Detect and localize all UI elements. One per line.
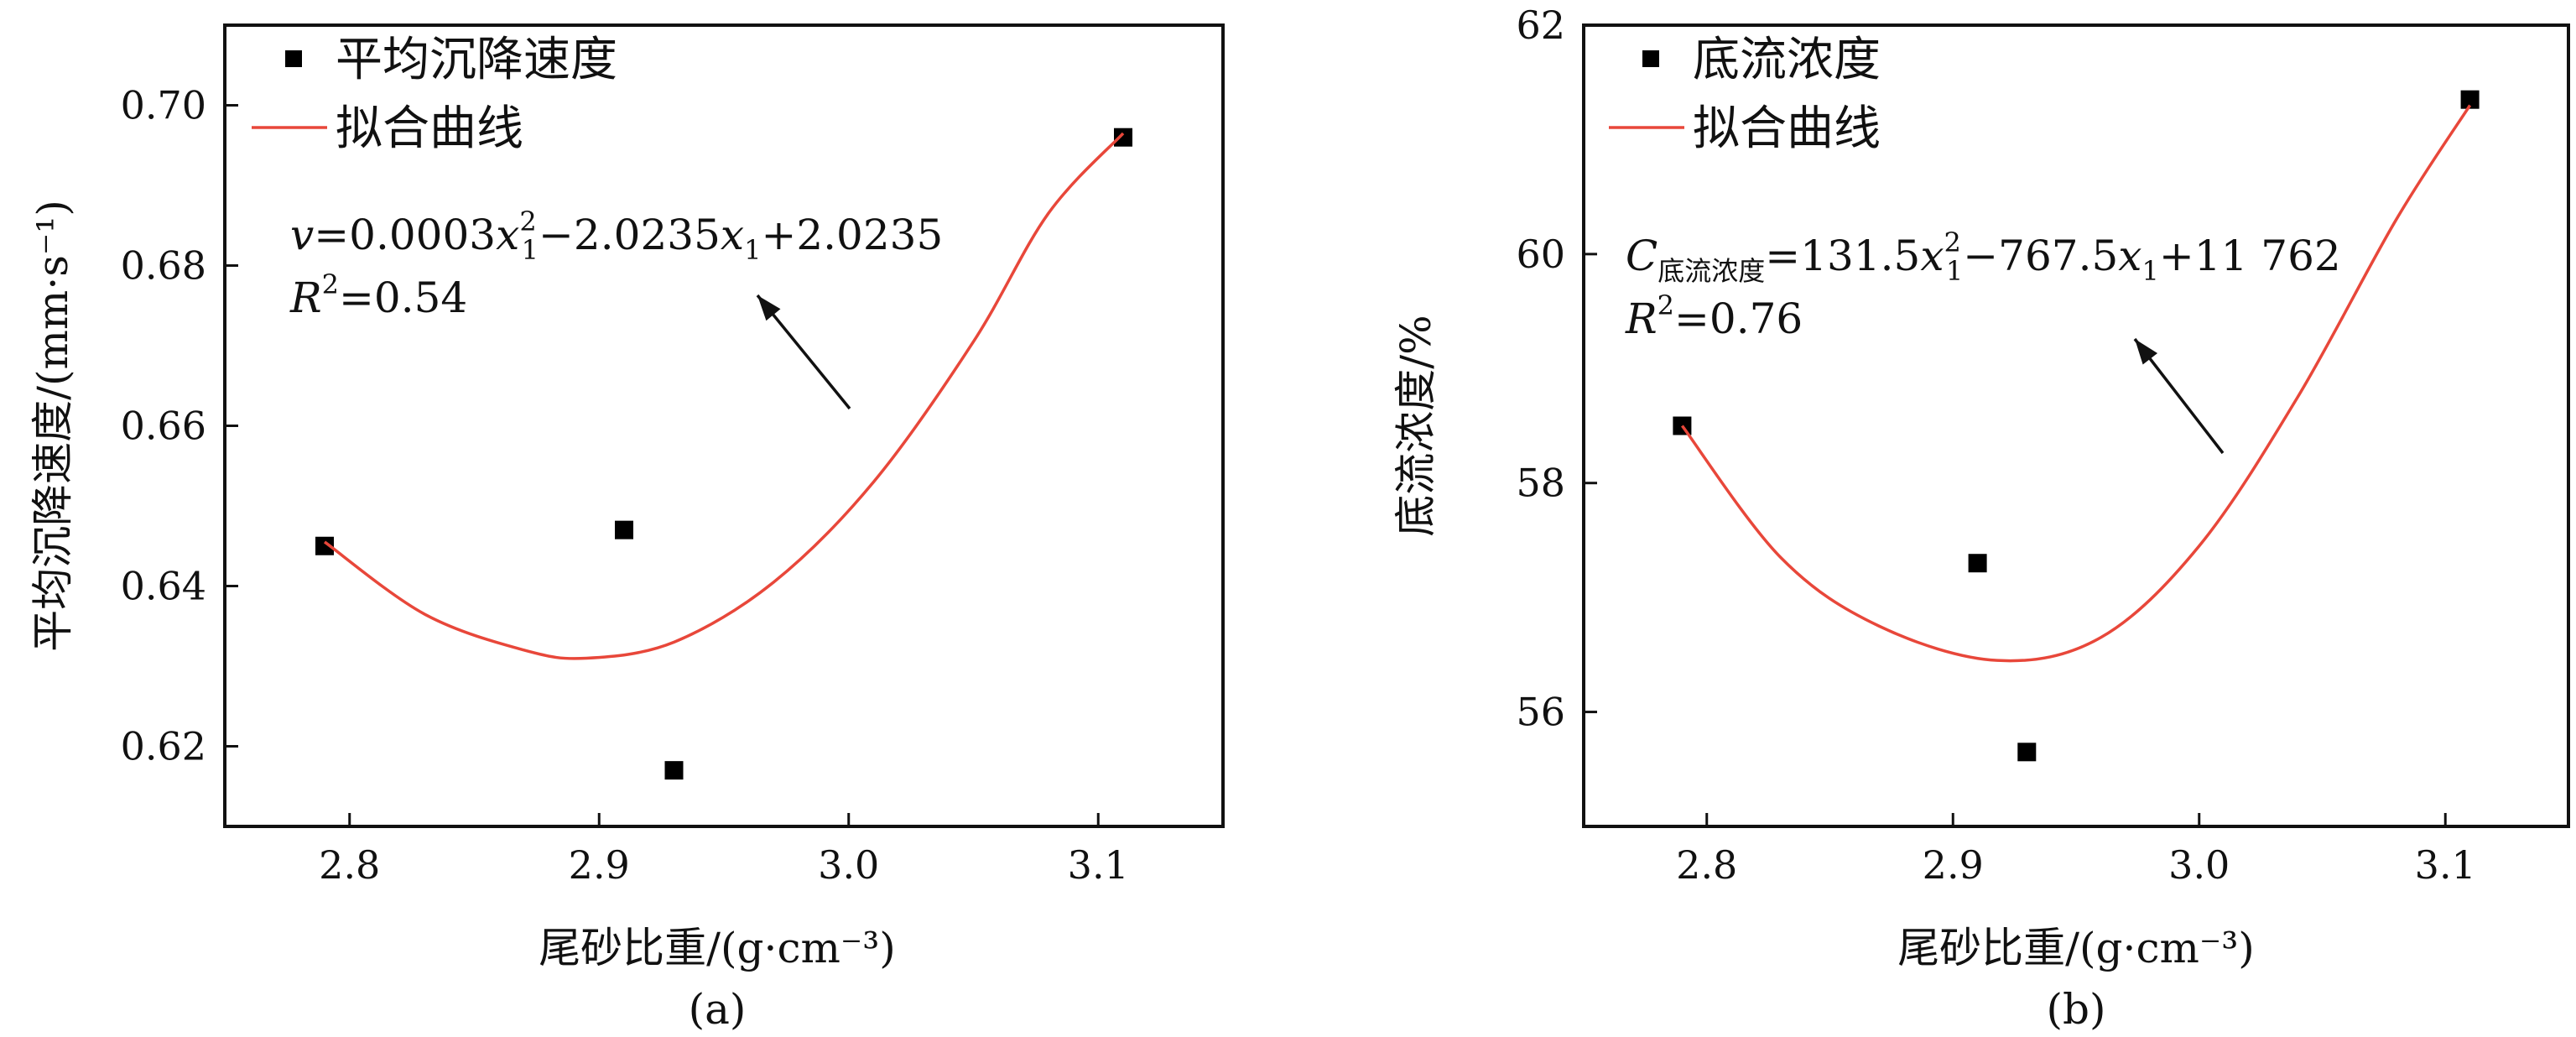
y-tick-label: 0.64	[121, 564, 206, 609]
plot-frame	[1582, 23, 2570, 828]
panel-label: (b)	[2046, 985, 2105, 1034]
annotation-arrow-head	[2135, 339, 2158, 365]
y-tick-label: 0.68	[121, 243, 206, 289]
legend-marker-square	[1642, 50, 1659, 67]
fit-curve	[323, 132, 1125, 660]
data-point	[615, 520, 633, 539]
x-tick-label: 3.0	[818, 842, 879, 888]
equation-coefficient: =131.5	[1765, 232, 1920, 280]
equation-variable: x	[721, 211, 744, 259]
chart-panel-a: 2.8 2.9 3.0 3.1 0.62 0.64 0.66 0.68 0.70 尾砂比重/(g·…	[29, 23, 1225, 1034]
x-tick-label: 3.0	[2168, 842, 2230, 888]
equation-superscript: 2	[519, 206, 536, 237]
r-squared-label: R	[1625, 294, 1657, 343]
fit-curve	[1680, 104, 2472, 663]
r-squared-superscript: 2	[322, 268, 339, 300]
y-tick-label: 56	[1516, 690, 1565, 735]
equation-lhs: v	[290, 211, 314, 259]
data-point	[2017, 743, 2037, 762]
y-tick-label: 62	[1516, 3, 1565, 48]
data-point	[2460, 90, 2480, 109]
legend-label-data: 平均沉降速度	[336, 33, 617, 87]
fit-equation: v=0.0003x2 1−2.0235x1+2.0235	[290, 206, 943, 266]
annotation-arrow-head	[757, 295, 781, 321]
r-squared-label: R	[289, 274, 322, 322]
equation-coefficient: =0.0003	[314, 211, 496, 259]
y-tick-label: 0.62	[121, 724, 206, 769]
fit-equation: C底流浓度=131.5x2 1−767.5x1+11 762	[1626, 227, 2341, 287]
y-tick-label: 0.66	[121, 404, 206, 449]
equation-lhs-subscript: 底流浓度	[1657, 255, 1765, 287]
y-tick-label: 0.70	[121, 83, 206, 128]
r-squared-superscript: 2	[1657, 289, 1674, 321]
y-tick-label: 58	[1516, 461, 1565, 506]
equation-subscript: 1	[1946, 255, 1963, 287]
x-tick-label: 2.8	[319, 842, 380, 888]
legend-marker-square	[285, 50, 302, 67]
equation-variable: x	[496, 211, 519, 259]
data-point	[664, 761, 684, 780]
panel-label: (a)	[689, 985, 747, 1034]
equation-variable: x	[2118, 232, 2141, 280]
equation-linear-coefficient: −2.0235	[539, 211, 721, 259]
equation-subscript: 1	[522, 234, 539, 266]
data-point	[1114, 128, 1132, 147]
y-axis-title: 平均沉降速度/(mm·s⁻¹)	[29, 200, 77, 652]
x-tick-label: 3.1	[1068, 842, 1129, 888]
equation-constant: +11 762	[2159, 232, 2341, 280]
x-tick-label: 2.9	[569, 842, 630, 888]
equation-variable: x	[1920, 232, 1944, 280]
equation-subscript: 1	[2142, 255, 2159, 287]
r-squared-value: =0.76	[1674, 294, 1803, 343]
y-axis-title: 底流浓度/%	[1392, 315, 1440, 536]
r-squared: R2=0.54	[289, 268, 467, 322]
equation-constant: +2.0235	[761, 211, 943, 259]
equation-subscript: 1	[744, 234, 761, 266]
equation-superscript: 2	[1944, 227, 1961, 258]
data-point	[315, 536, 334, 555]
legend-label-fit: 拟合曲线	[1693, 102, 1881, 156]
r-squared: R2=0.76	[1625, 289, 1803, 343]
x-axis-title: 尾砂比重/(g·cm⁻³)	[1897, 924, 2255, 972]
x-tick-label: 2.9	[1923, 842, 1984, 888]
legend-label-fit: 拟合曲线	[336, 102, 523, 156]
chart-panel-b: 2.8 2.9 3.0 3.1 56 58 60 62 尾砂比重/(g·cm⁻³) 底流浓度/% (…	[1392, 3, 2570, 1034]
data-point	[1968, 554, 1987, 573]
y-tick-label: 60	[1516, 232, 1565, 277]
equation-lhs: C	[1626, 232, 1657, 280]
x-tick-label: 3.1	[2415, 842, 2476, 888]
x-tick-label: 2.8	[1676, 842, 1737, 888]
equation-linear-coefficient: −767.5	[1963, 232, 2118, 280]
legend-label-data: 底流浓度	[1693, 33, 1881, 87]
r-squared-value: =0.54	[339, 274, 467, 322]
x-axis-title: 尾砂比重/(g·cm⁻³)	[539, 924, 896, 972]
